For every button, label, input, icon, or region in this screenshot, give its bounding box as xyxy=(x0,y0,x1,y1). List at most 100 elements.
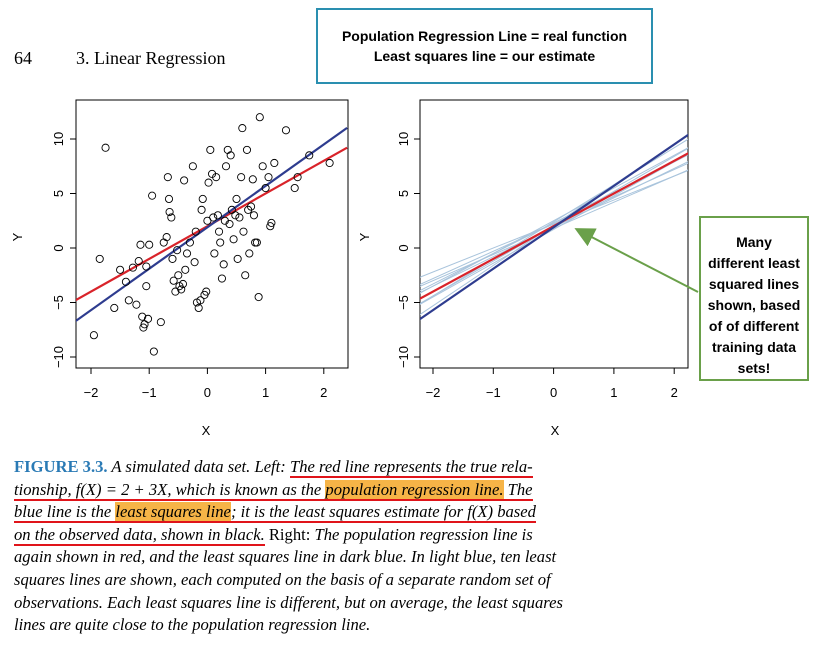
data-point xyxy=(241,271,250,280)
data-point xyxy=(270,158,279,168)
data-point xyxy=(116,265,125,274)
x-tick-label: 0 xyxy=(204,385,211,400)
left-plot-frame xyxy=(75,99,349,369)
figure-label: FIGURE 3.3. xyxy=(14,457,108,476)
x-tick-label: 0 xyxy=(550,385,557,400)
data-point xyxy=(134,257,143,266)
data-point xyxy=(196,296,205,305)
y-tick-label: −10 xyxy=(51,346,66,368)
data-point xyxy=(156,318,165,327)
figure-caption: FIGURE 3.3. A simulated data set. Left: … xyxy=(14,456,690,637)
y-tick-label: 5 xyxy=(396,190,411,197)
highlight-least-squares-line: least squares line xyxy=(115,502,231,522)
resampled-line xyxy=(420,153,688,305)
data-point xyxy=(165,207,174,217)
y-tick-label: −5 xyxy=(51,295,66,310)
caption-line: squares lines are shown, each computed o… xyxy=(14,569,551,589)
page-number: 64 xyxy=(14,48,32,68)
data-point xyxy=(202,287,211,296)
y-tick-label: 10 xyxy=(51,132,66,146)
data-point xyxy=(245,249,254,258)
resampled-line xyxy=(420,147,688,294)
caption-text: based xyxy=(493,502,536,522)
x-tick-label: −2 xyxy=(426,385,441,400)
underlined-text: on the observed data, shown in black. xyxy=(14,524,265,546)
data-point xyxy=(164,194,174,203)
caption-text: Right: xyxy=(264,524,311,544)
data-point xyxy=(142,262,151,271)
callout-population-vs-estimate: Population Regression Line = real functi… xyxy=(316,8,653,84)
data-point xyxy=(171,287,180,296)
data-point xyxy=(188,162,197,171)
data-point xyxy=(225,219,234,229)
data-point xyxy=(217,274,226,283)
y-tick-label: −10 xyxy=(396,346,411,368)
x-tick-label: −2 xyxy=(84,385,99,400)
callout-text-line: squared lines xyxy=(708,276,800,292)
callout-text-line: sets! xyxy=(737,360,771,376)
data-point xyxy=(182,249,192,258)
callout-many-lines: Many different least squared lines shown… xyxy=(699,216,809,381)
x-tick-label: 1 xyxy=(262,385,269,400)
data-point xyxy=(281,126,291,135)
data-point xyxy=(258,162,267,171)
data-point xyxy=(214,227,224,236)
data-point xyxy=(181,265,190,274)
x-tick-label: −1 xyxy=(486,385,501,400)
least-squares-line xyxy=(420,133,688,321)
data-point xyxy=(233,254,242,263)
data-point xyxy=(223,145,232,154)
data-point xyxy=(254,292,263,302)
data-point xyxy=(209,213,218,222)
data-point xyxy=(252,238,261,247)
data-point xyxy=(173,246,182,255)
data-point xyxy=(325,158,334,168)
data-point xyxy=(190,258,199,267)
resampled-line xyxy=(420,169,688,287)
data-point xyxy=(145,240,154,249)
y-tick-label: 0 xyxy=(396,244,411,251)
y-tick-label: 0 xyxy=(51,244,66,251)
callout-text-line: of of different xyxy=(708,318,800,334)
data-point xyxy=(163,173,172,182)
data-point xyxy=(226,151,235,160)
data-point xyxy=(229,235,238,244)
right-y-axis-label: Y xyxy=(357,232,372,241)
data-point xyxy=(264,173,273,182)
callout-text-line: different least xyxy=(708,255,800,271)
caption-line: lines are quite close to the population … xyxy=(14,615,371,635)
equation: f(X) = 2 + 3X xyxy=(75,479,168,499)
data-point xyxy=(267,218,276,227)
data-point xyxy=(206,145,215,154)
highlight-population-regression-line: population regression line. xyxy=(325,479,504,499)
caption-text: A simulated data set. Left: xyxy=(107,457,290,476)
data-point xyxy=(249,211,259,220)
data-point xyxy=(194,303,203,313)
data-point xyxy=(121,277,130,286)
data-point xyxy=(136,240,145,249)
data-point xyxy=(216,238,225,247)
data-point xyxy=(242,145,252,154)
data-point xyxy=(139,323,148,332)
resampled-line xyxy=(420,170,688,278)
callout-line-1: Population Regression Line = real functi… xyxy=(341,28,628,44)
data-point xyxy=(198,194,207,203)
data-point xyxy=(237,173,246,182)
data-point xyxy=(162,233,171,242)
y-tick-label: 10 xyxy=(396,132,411,146)
data-point xyxy=(204,178,213,187)
data-point xyxy=(143,314,153,323)
y-tick-label: −5 xyxy=(396,295,411,310)
data-point xyxy=(290,183,299,193)
data-point xyxy=(305,151,314,160)
data-point xyxy=(168,254,177,263)
data-point xyxy=(221,162,231,171)
data-point xyxy=(180,176,189,185)
data-point xyxy=(149,347,158,356)
x-tick-label: 2 xyxy=(671,385,678,400)
callout-text-line: shown, based xyxy=(707,297,801,313)
data-point xyxy=(89,331,98,340)
caption-text: ; it is the least squares estimate for xyxy=(230,502,468,522)
data-point xyxy=(232,194,241,203)
